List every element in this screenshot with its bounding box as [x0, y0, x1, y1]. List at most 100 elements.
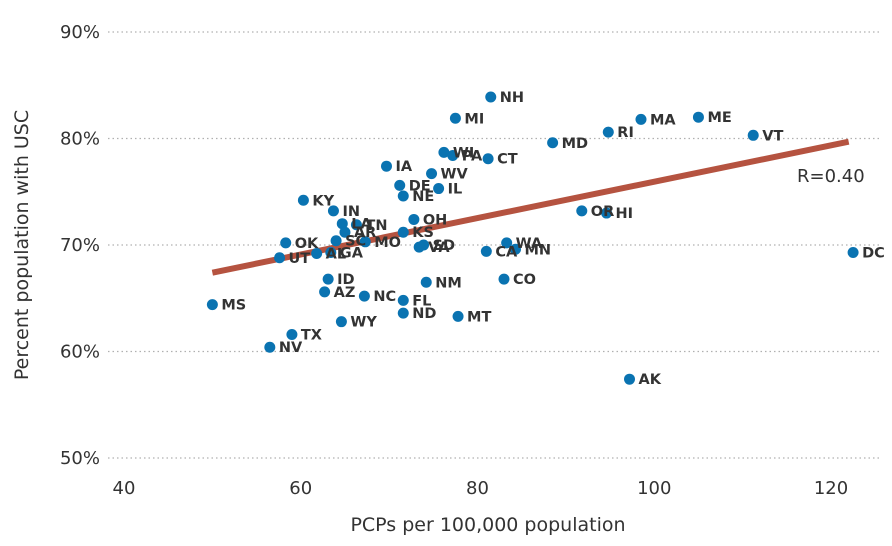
point-ks — [397, 226, 409, 238]
point-ma — [635, 113, 647, 125]
point-ms — [206, 299, 218, 311]
point-ca — [480, 245, 492, 257]
point-wy — [335, 316, 347, 328]
point-sc — [330, 235, 342, 247]
data-points — [206, 91, 859, 385]
point-ok — [280, 237, 292, 249]
point-label-ok: OK — [295, 236, 319, 252]
x-tick-label: 60 — [289, 478, 312, 499]
y-tick-label: 80% — [60, 129, 100, 150]
point-label-ca: CA — [495, 244, 518, 260]
point-label-al: AL — [326, 247, 346, 263]
point-label-dc: DC — [862, 245, 885, 261]
point-label-mn: MN — [525, 242, 552, 258]
point-pa — [447, 150, 459, 162]
point-fl — [397, 294, 409, 306]
point-label-nm: NM — [435, 275, 462, 291]
point-la — [336, 218, 348, 230]
x-tick-label: 120 — [814, 478, 848, 499]
point-label-md: MD — [562, 136, 588, 152]
y-axis-title: Percent population with USC — [11, 110, 33, 380]
point-label-wv: WV — [441, 167, 469, 183]
point-md — [547, 137, 559, 149]
point-mn — [510, 243, 522, 255]
x-tick-label: 100 — [637, 478, 671, 499]
point-label-id: ID — [337, 272, 354, 288]
point-label-vt: VT — [762, 128, 783, 144]
point-label-me: ME — [707, 110, 731, 126]
point-or — [576, 205, 588, 217]
point-label-ia: IA — [395, 159, 412, 175]
point-nm — [420, 276, 432, 288]
point-label-ut: UT — [289, 251, 311, 267]
point-dc — [847, 246, 859, 258]
point-wv — [426, 168, 438, 180]
point-label-az: AZ — [334, 285, 356, 301]
point-label-la: LA — [351, 217, 372, 233]
point-id — [322, 273, 334, 285]
point-il — [433, 183, 445, 195]
point-ct — [482, 153, 494, 165]
y-axis-ticks: 50% 60% 70% 80% 90% — [60, 22, 100, 469]
point-mt — [452, 310, 464, 322]
point-nc — [358, 290, 370, 302]
point-mi — [449, 112, 461, 124]
point-label-ga: GA — [340, 245, 364, 261]
point-label-ma: MA — [650, 112, 676, 128]
point-tx — [286, 328, 298, 340]
point-hi — [601, 207, 613, 219]
point-label-hi: HI — [616, 206, 634, 222]
point-nh — [485, 91, 497, 103]
point-label-sd: SD — [433, 238, 455, 254]
point-ga — [325, 246, 337, 258]
point-in — [327, 205, 339, 217]
point-label-co: CO — [513, 272, 536, 288]
point-ar — [339, 226, 351, 238]
point-az — [319, 286, 331, 298]
point-label-ks: KS — [412, 225, 434, 241]
point-vt — [747, 129, 759, 141]
y-tick-label: 50% — [60, 448, 100, 469]
point-label-mi: MI — [464, 111, 484, 127]
point-nv — [264, 341, 276, 353]
point-label-in: IN — [342, 204, 360, 220]
point-label-ak: AK — [639, 372, 662, 388]
x-axis-title: PCPs per 100,000 population — [350, 514, 625, 536]
point-label-mt: MT — [467, 309, 491, 325]
point-label-ri: RI — [617, 125, 634, 141]
x-tick-label: 40 — [113, 478, 136, 499]
point-label-nc: NC — [373, 289, 396, 305]
point-label-mo: MO — [374, 235, 401, 251]
point-ne — [397, 190, 409, 202]
point-label-tn: TN — [365, 218, 387, 234]
point-de — [394, 179, 406, 191]
point-ky — [297, 194, 309, 206]
point-label-wy: WY — [350, 315, 377, 331]
point-label-ct: CT — [497, 152, 518, 168]
point-label-wa: WA — [516, 236, 543, 252]
point-me — [692, 111, 704, 123]
point-ut — [274, 252, 286, 264]
point-label-il: IL — [448, 182, 463, 198]
point-label-nh: NH — [500, 90, 524, 106]
point-label-ar: AR — [354, 225, 376, 241]
point-label-nv: NV — [279, 340, 303, 356]
point-tn — [350, 219, 362, 231]
point-label-pa: PA — [462, 149, 483, 165]
x-tick-label: 80 — [466, 478, 489, 499]
point-label-ne: NE — [412, 189, 434, 205]
y-tick-label: 90% — [60, 22, 100, 43]
point-label-va: VA — [428, 240, 450, 256]
point-co — [498, 273, 510, 285]
point-va — [413, 241, 425, 253]
point-ia — [380, 160, 392, 172]
point-label-tx: TX — [301, 327, 322, 343]
point-ak — [624, 373, 636, 385]
point-label-fl: FL — [412, 293, 431, 309]
point-al — [311, 248, 323, 260]
point-label-de: DE — [409, 178, 431, 194]
point-label-wi: WI — [453, 145, 474, 161]
y-tick-label: 70% — [60, 235, 100, 256]
